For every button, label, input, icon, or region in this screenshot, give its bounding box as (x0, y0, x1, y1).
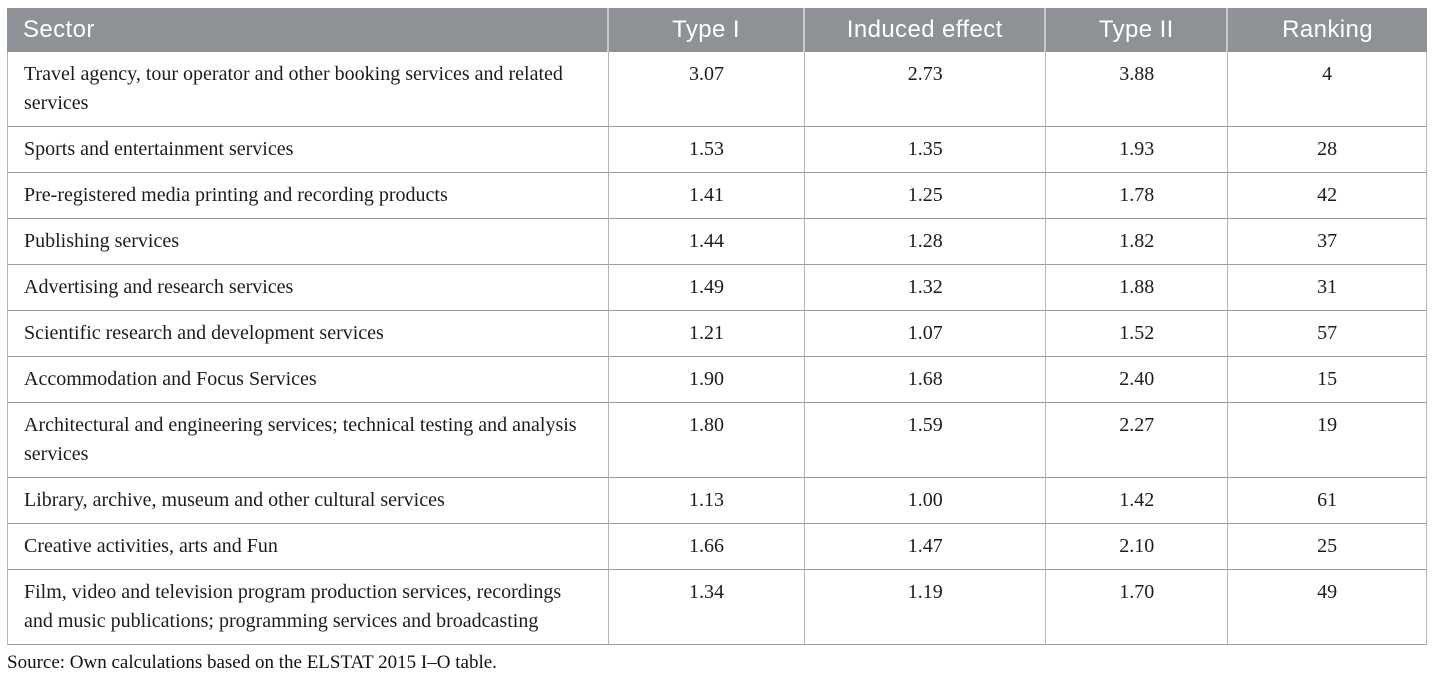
cell-sector: Pre-registered media printing and record… (7, 173, 610, 219)
cell-type-i: 1.66 (609, 524, 806, 570)
cell-ranking: 42 (1228, 173, 1427, 219)
cell-ranking: 61 (1228, 478, 1427, 524)
cell-type-i: 1.13 (609, 478, 806, 524)
cell-ranking: 57 (1228, 311, 1427, 357)
cell-type-ii: 1.82 (1046, 219, 1229, 265)
cell-sector: Creative activities, arts and Fun (7, 524, 610, 570)
cell-ranking: 49 (1228, 570, 1427, 645)
cell-induced: 1.47 (805, 524, 1047, 570)
cell-induced: 1.25 (805, 173, 1047, 219)
cell-sector: Advertising and research services (7, 265, 610, 311)
cell-induced: 1.32 (805, 265, 1047, 311)
multipliers-table: Sector Type I Induced effect Type II Ran… (7, 8, 1427, 645)
cell-sector: Publishing services (7, 219, 610, 265)
cell-sector: Scientific research and development serv… (7, 311, 610, 357)
table-row: Publishing services 1.44 1.28 1.82 37 (7, 219, 1427, 265)
column-header-type-i: Type I (609, 8, 806, 52)
cell-type-i: 1.41 (609, 173, 806, 219)
cell-ranking: 37 (1228, 219, 1427, 265)
cell-ranking: 28 (1228, 127, 1427, 173)
cell-sector: Sports and entertainment services (7, 127, 610, 173)
cell-sector: Film, video and television program produ… (7, 570, 610, 645)
cell-type-ii: 2.27 (1046, 403, 1229, 478)
table-row: Library, archive, museum and other cultu… (7, 478, 1427, 524)
cell-induced: 1.35 (805, 127, 1047, 173)
table-header: Sector Type I Induced effect Type II Ran… (7, 8, 1427, 52)
table-row: Film, video and television program produ… (7, 570, 1427, 645)
cell-induced: 2.73 (805, 52, 1047, 127)
cell-induced: 1.19 (805, 570, 1047, 645)
table-row: Travel agency, tour operator and other b… (7, 52, 1427, 127)
cell-type-ii: 3.88 (1046, 52, 1229, 127)
cell-type-i: 1.21 (609, 311, 806, 357)
cell-ranking: 15 (1228, 357, 1427, 403)
cell-type-i: 1.90 (609, 357, 806, 403)
cell-induced: 1.68 (805, 357, 1047, 403)
cell-sector: Library, archive, museum and other cultu… (7, 478, 610, 524)
cell-type-i: 1.49 (609, 265, 806, 311)
cell-sector: Travel agency, tour operator and other b… (7, 52, 610, 127)
cell-type-i: 1.34 (609, 570, 806, 645)
table-body: Travel agency, tour operator and other b… (7, 52, 1427, 645)
cell-type-ii: 1.42 (1046, 478, 1229, 524)
table-row: Advertising and research services 1.49 1.3… (7, 265, 1427, 311)
cell-ranking: 25 (1228, 524, 1427, 570)
header-row: Sector Type I Induced effect Type II Ran… (7, 8, 1427, 52)
column-header-induced-effect: Induced effect (805, 8, 1047, 52)
cell-induced: 1.00 (805, 478, 1047, 524)
cell-type-ii: 1.52 (1046, 311, 1229, 357)
cell-type-ii: 2.10 (1046, 524, 1229, 570)
table-row: Architectural and engineering services; … (7, 403, 1427, 478)
cell-induced: 1.28 (805, 219, 1047, 265)
cell-type-i: 1.53 (609, 127, 806, 173)
cell-type-ii: 1.93 (1046, 127, 1229, 173)
cell-type-ii: 1.70 (1046, 570, 1229, 645)
cell-type-i: 1.80 (609, 403, 806, 478)
cell-induced: 1.07 (805, 311, 1047, 357)
column-header-ranking: Ranking (1228, 8, 1427, 52)
cell-sector: Accommodation and Focus Services (7, 357, 610, 403)
cell-type-i: 3.07 (609, 52, 806, 127)
cell-sector: Architectural and engineering services; … (7, 403, 610, 478)
table-row: Sports and entertainment services 1.53 1.3… (7, 127, 1427, 173)
cell-induced: 1.59 (805, 403, 1047, 478)
table-row: Accommodation and Focus Services 1.90 1.68… (7, 357, 1427, 403)
cell-type-i: 1.44 (609, 219, 806, 265)
cell-ranking: 4 (1228, 52, 1427, 127)
table-row: Creative activities, arts and Fun 1.66 1.4… (7, 524, 1427, 570)
cell-type-ii: 2.40 (1046, 357, 1229, 403)
cell-ranking: 19 (1228, 403, 1427, 478)
table-row: Scientific research and development serv… (7, 311, 1427, 357)
column-header-type-ii: Type II (1046, 8, 1229, 52)
source-note: Source: Own calculations based on the EL… (7, 652, 497, 673)
cell-type-ii: 1.88 (1046, 265, 1229, 311)
cell-type-ii: 1.78 (1046, 173, 1229, 219)
table-row: Pre-registered media printing and record… (7, 173, 1427, 219)
cell-ranking: 31 (1228, 265, 1427, 311)
column-header-sector: Sector (7, 8, 610, 52)
